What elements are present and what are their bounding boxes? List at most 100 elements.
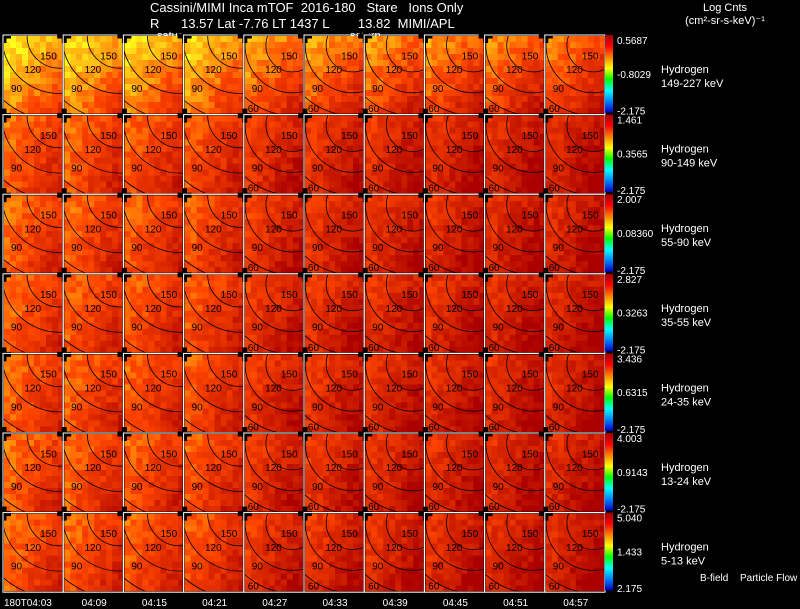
pixel-cell [244,286,252,294]
pixel-cell [305,195,312,202]
pixel-cell [353,36,360,43]
pixel-cell [22,225,29,232]
pixel-cell [226,304,234,312]
pixel-cell [599,127,604,135]
pixel-cell [563,60,571,67]
pixel-cell [311,108,318,114]
pixel-cell [563,157,571,165]
pixel-cell [347,48,354,55]
pixel-cell [551,96,559,103]
pixel-cell [545,42,553,49]
pixel-cell [551,157,559,165]
pixel-cell [130,139,137,147]
pixel-cell [154,255,161,262]
pixel-cell [599,249,604,256]
pixel-cell [515,54,523,61]
pixel-cell [172,201,179,208]
pixel-cell [70,328,77,336]
pixel-cell [58,54,63,61]
pixel-cell [419,90,424,97]
pixel-cell [184,304,192,312]
pixel-cell [419,225,424,232]
pixel-cell [94,66,101,73]
pixel-cell [208,292,216,300]
pixel-cell [569,219,577,226]
pixel-cell [509,115,517,123]
pixel-cell [232,175,240,183]
pixel-cell [491,267,499,273]
pixel-cell [52,181,59,189]
pixel-cell [533,145,541,153]
pixel-cell [575,151,583,159]
pixel-cell [467,54,474,61]
pixel-cell [10,328,17,336]
pixel-cell [130,249,137,256]
pixel-cell [118,145,123,153]
pixel-cell [599,48,604,55]
pixel-cell [226,328,234,336]
pixel-cell [323,261,330,268]
pixel-cell [286,163,294,171]
pixel-cell [461,42,468,49]
pixel-cell [82,163,89,171]
pixel-cell [311,163,318,171]
pixel-cell [160,127,167,135]
pixel-cell [130,237,137,244]
pixel-cell [202,334,210,342]
pixel-cell [581,90,589,97]
pixel-cell [256,48,264,55]
pixel-cell [268,169,276,177]
pixel-cell [377,261,384,268]
pixel-cell [28,90,35,97]
pixel-cell [395,237,402,244]
pixel-cell [587,121,595,129]
pixel-cell [347,115,354,123]
pixel-cell [244,145,252,153]
contour-label: 90 [252,84,264,95]
pixel-cell [28,60,35,67]
pixel-cell [178,207,183,214]
crosshair-marker [182,267,188,282]
pixel-cell [479,187,484,194]
pixel-cell [377,207,384,214]
pixel-cell [455,261,462,268]
pixel-cell [70,195,77,202]
contour-label: 150 [160,290,177,301]
pixel-cell [317,163,324,171]
pixel-cell [202,78,210,85]
pixel-cell [220,78,228,85]
pixel-cell [118,231,123,238]
pixel-cell [220,280,228,288]
pixel-cell [142,231,149,238]
pixel-cell [425,48,432,55]
pixel-cell [383,66,390,73]
pixel-cell [274,219,282,226]
pixel-cell [467,84,474,91]
pixel-cell [335,78,342,85]
pixel-cell [64,213,71,220]
pixel-cell [106,267,113,273]
pixel-cell [208,163,216,171]
pixel-cell [106,219,113,226]
pixel-cell [58,60,63,67]
pixel-cell [220,328,228,336]
pixel-cell [172,127,179,135]
pixel-cell [286,72,294,79]
pixel-cell [160,102,167,109]
pixel-cell [124,72,131,79]
pixel-cell [136,316,143,324]
pixel-cell [178,304,183,312]
pixel-cell [599,169,604,177]
pixel-cell [449,157,456,165]
pixel-cell [347,145,354,153]
pixel-cell [527,169,535,177]
pixel-cell [70,187,77,194]
pixel-cell [232,78,240,85]
pixel-cell [425,201,432,208]
pixel-cell [359,261,364,268]
pixel-cell [106,151,113,159]
pixel-cell [148,90,155,97]
pixel-cell [533,213,541,220]
pixel-cell [268,255,276,262]
pixel-cell [455,145,462,153]
